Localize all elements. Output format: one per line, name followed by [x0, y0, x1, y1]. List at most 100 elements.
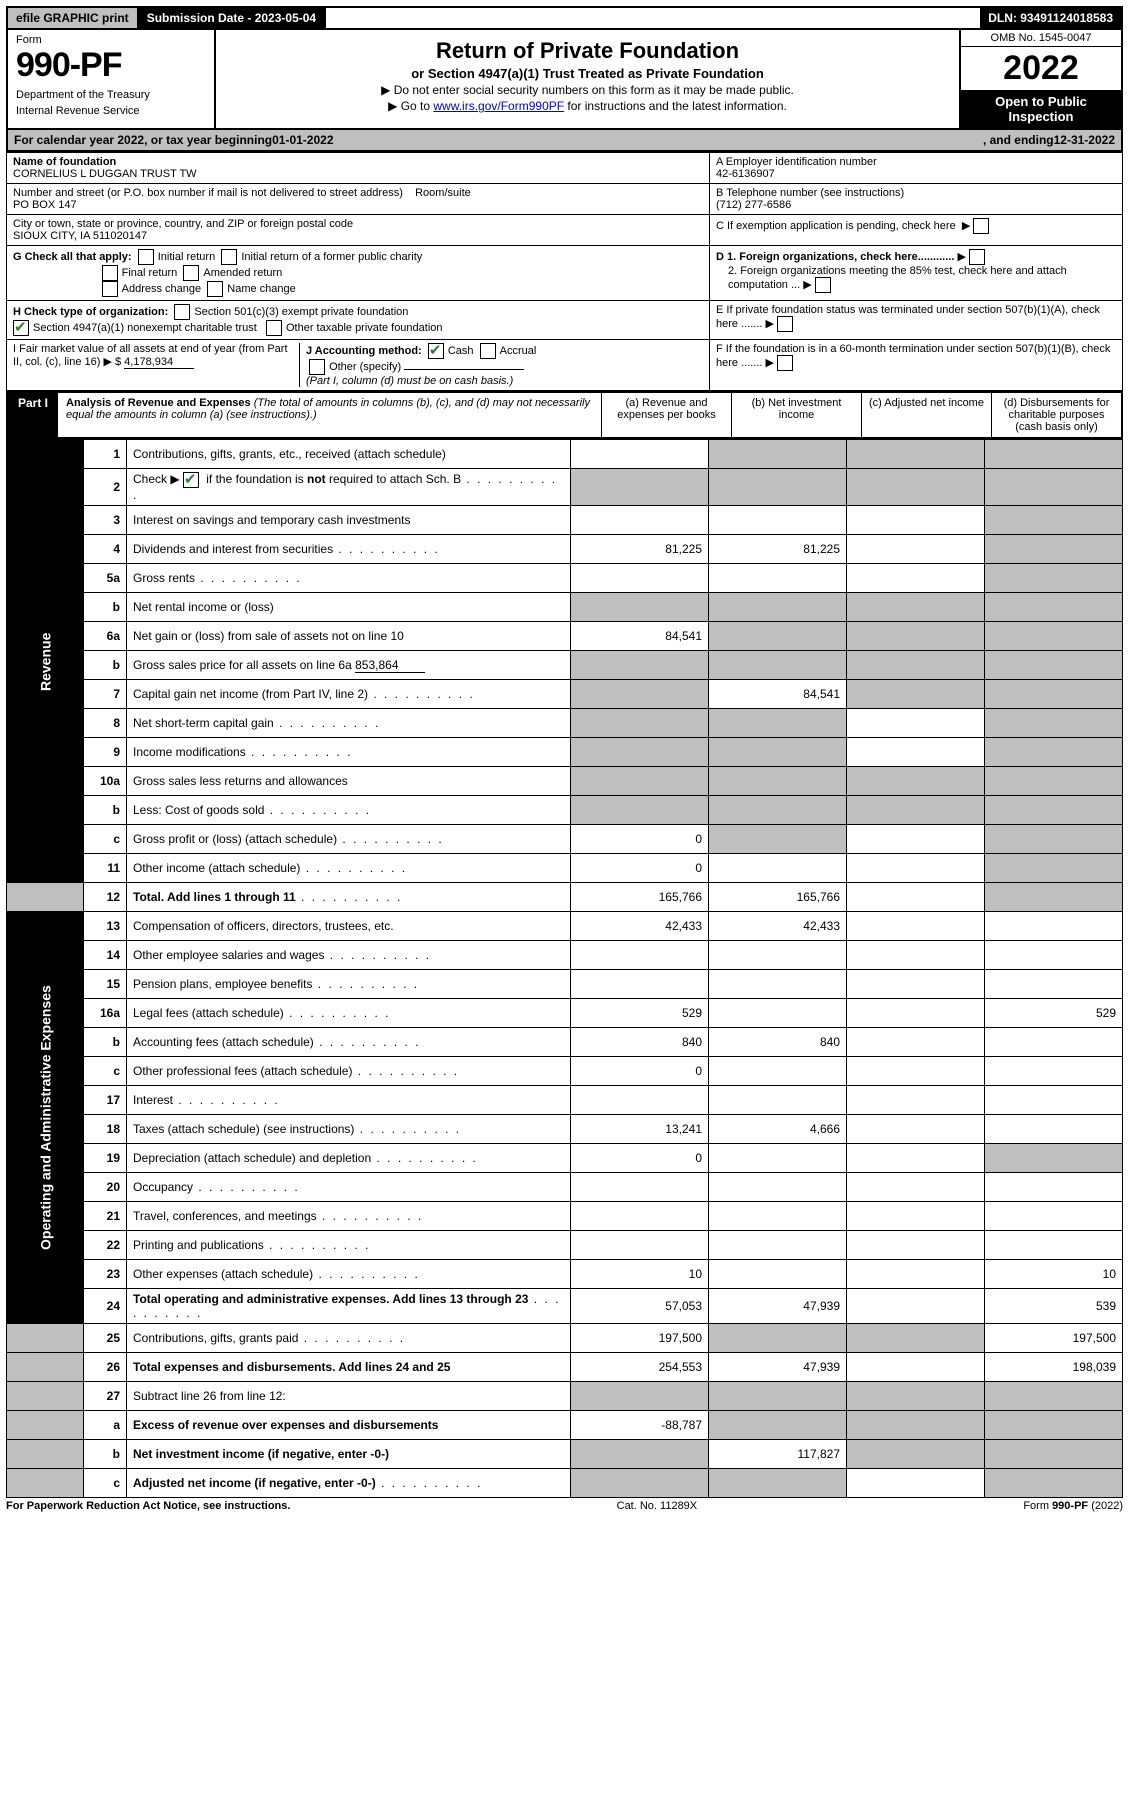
- line-3: 3Interest on savings and temporary cash …: [7, 506, 1123, 535]
- h-other-taxable[interactable]: [266, 320, 282, 336]
- j-other[interactable]: [309, 359, 325, 375]
- line-5b: bNet rental income or (loss): [7, 593, 1123, 622]
- line-19: 19Depreciation (attach schedule) and dep…: [7, 1144, 1123, 1173]
- name-label: Name of foundation: [13, 156, 703, 168]
- h-501c3[interactable]: [174, 304, 190, 320]
- dept-irs: Internal Revenue Service: [16, 105, 206, 117]
- form-title-block: Return of Private Foundation or Section …: [216, 30, 959, 128]
- line-23: 23Other expenses (attach schedule)1010: [7, 1260, 1123, 1289]
- line-10c: cGross profit or (loss) (attach schedule…: [7, 825, 1123, 854]
- line-10a: 10aGross sales less returns and allowanc…: [7, 767, 1123, 796]
- foundation-name: CORNELIUS L DUGGAN TRUST TW: [13, 168, 703, 180]
- line-10b: bLess: Cost of goods sold: [7, 796, 1123, 825]
- line-17: 17Interest: [7, 1086, 1123, 1115]
- c-exemption-label: C If exemption application is pending, c…: [716, 220, 956, 232]
- form-title: Return of Private Foundation: [226, 38, 949, 64]
- line-27b: bNet investment income (if negative, ent…: [7, 1440, 1123, 1469]
- line-16a: 16aLegal fees (attach schedule)529529: [7, 999, 1123, 1028]
- g-name-change[interactable]: [207, 281, 223, 297]
- form990pf-link[interactable]: www.irs.gov/Form990PF: [433, 99, 564, 113]
- ein-value: 42-6136907: [716, 168, 1116, 180]
- d2-checkbox[interactable]: [815, 277, 831, 293]
- e-checkbox[interactable]: [777, 316, 793, 332]
- city-state-zip: SIOUX CITY, IA 511020147: [13, 230, 703, 242]
- line-25: 25Contributions, gifts, grants paid197,5…: [7, 1324, 1123, 1353]
- h-4947[interactable]: [13, 320, 29, 336]
- line-27c: cAdjusted net income (if negative, enter…: [7, 1469, 1123, 1498]
- dln: DLN: 93491124018583: [980, 8, 1121, 28]
- tax-year: 2022: [961, 47, 1121, 90]
- omb-number: OMB No. 1545-0047: [961, 30, 1121, 47]
- c-checkbox[interactable]: [973, 218, 989, 234]
- f-label: F If the foundation is in a 60-month ter…: [716, 343, 1110, 369]
- line-16b: bAccounting fees (attach schedule)840840: [7, 1028, 1123, 1057]
- form-subtitle: or Section 4947(a)(1) Trust Treated as P…: [226, 66, 949, 81]
- phone-label: B Telephone number (see instructions): [716, 187, 1116, 199]
- street-address: PO BOX 147: [13, 199, 703, 211]
- form-year-block: OMB No. 1545-0047 2022 Open to Public In…: [959, 30, 1121, 128]
- form-header: Form 990-PF Department of the Treasury I…: [6, 30, 1123, 130]
- revenue-vlabel: Revenue: [7, 440, 84, 883]
- line-2: 2Check ▶ if the foundation is not requir…: [7, 469, 1123, 506]
- line-21: 21Travel, conferences, and meetings: [7, 1202, 1123, 1231]
- line-13: Operating and Administrative Expenses 13…: [7, 912, 1123, 941]
- identity-section: Name of foundation CORNELIUS L DUGGAN TR…: [6, 152, 1123, 391]
- part1-grid: Revenue 1 Contributions, gifts, grants, …: [6, 439, 1123, 1498]
- line-27a: aExcess of revenue over expenses and dis…: [7, 1411, 1123, 1440]
- line-26: 26Total expenses and disbursements. Add …: [7, 1353, 1123, 1382]
- efile-print-label[interactable]: efile GRAPHIC print: [8, 8, 139, 28]
- form-number: 990-PF: [16, 46, 206, 85]
- line-6b: bGross sales price for all assets on lin…: [7, 651, 1123, 680]
- form-id-block: Form 990-PF Department of the Treasury I…: [8, 30, 216, 128]
- form-note-2: ▶ Go to www.irs.gov/Form990PF for instru…: [226, 99, 949, 113]
- expenses-vlabel: Operating and Administrative Expenses: [7, 912, 84, 1324]
- phone-value: (712) 277-6586: [716, 199, 1116, 211]
- line-14: 14Other employee salaries and wages: [7, 941, 1123, 970]
- line-27: 27Subtract line 26 from line 12:: [7, 1382, 1123, 1411]
- col-a-head: (a) Revenue and expenses per books: [601, 393, 731, 437]
- efile-topbar: efile GRAPHIC print Submission Date - 20…: [6, 6, 1123, 30]
- g-final-return[interactable]: [102, 265, 118, 281]
- line-24: 24Total operating and administrative exp…: [7, 1289, 1123, 1324]
- line-15: 15Pension plans, employee benefits: [7, 970, 1123, 999]
- dept-treasury: Department of the Treasury: [16, 89, 206, 101]
- line-6b-inline: 853,864: [355, 658, 425, 673]
- form-word: Form: [16, 34, 206, 46]
- g-address-change[interactable]: [102, 281, 118, 297]
- footer-right: Form 990-PF (2022): [1023, 1500, 1123, 1512]
- calendar-year-line: For calendar year 2022, or tax year begi…: [6, 130, 1123, 152]
- e-label: E If private foundation status was termi…: [716, 304, 1100, 330]
- d2-label: 2. Foreign organizations meeting the 85%…: [728, 265, 1067, 291]
- col-d-head: (d) Disbursements for charitable purpose…: [991, 393, 1121, 437]
- line-20: 20Occupancy: [7, 1173, 1123, 1202]
- line-8: 8Net short-term capital gain: [7, 709, 1123, 738]
- line-12: 12Total. Add lines 1 through 11165,76616…: [7, 883, 1123, 912]
- col-b-head: (b) Net investment income: [731, 393, 861, 437]
- g-amended-return[interactable]: [183, 265, 199, 281]
- footer-mid: Cat. No. 11289X: [617, 1500, 698, 1512]
- j-label: J Accounting method:: [306, 345, 422, 357]
- line-6a: 6aNet gain or (loss) from sale of assets…: [7, 622, 1123, 651]
- d1-checkbox[interactable]: [969, 249, 985, 265]
- g-label: G Check all that apply:: [13, 251, 132, 263]
- i-fmv-value: 4,178,934: [124, 356, 194, 369]
- open-public: Open to Public Inspection: [961, 90, 1121, 128]
- line-4: 4Dividends and interest from securities8…: [7, 535, 1123, 564]
- line-9: 9Income modifications: [7, 738, 1123, 767]
- schb-checkbox[interactable]: [183, 472, 199, 488]
- page-footer: For Paperwork Reduction Act Notice, see …: [6, 1500, 1123, 1512]
- h-label: H Check type of organization:: [13, 306, 168, 318]
- j-cash[interactable]: [428, 343, 444, 359]
- room-label: Room/suite: [415, 187, 471, 199]
- line-22: 22Printing and publications: [7, 1231, 1123, 1260]
- j-accrual[interactable]: [480, 343, 496, 359]
- submission-date: Submission Date - 2023-05-04: [139, 8, 326, 28]
- g-initial-return[interactable]: [138, 249, 154, 265]
- tax-year-end: 12-31-2022: [1054, 133, 1115, 147]
- d1-label: D 1. Foreign organizations, check here..…: [716, 251, 954, 263]
- line-7: 7Capital gain net income (from Part IV, …: [7, 680, 1123, 709]
- line-18: 18Taxes (attach schedule) (see instructi…: [7, 1115, 1123, 1144]
- g-initial-former[interactable]: [221, 249, 237, 265]
- line-16c: cOther professional fees (attach schedul…: [7, 1057, 1123, 1086]
- f-checkbox[interactable]: [777, 355, 793, 371]
